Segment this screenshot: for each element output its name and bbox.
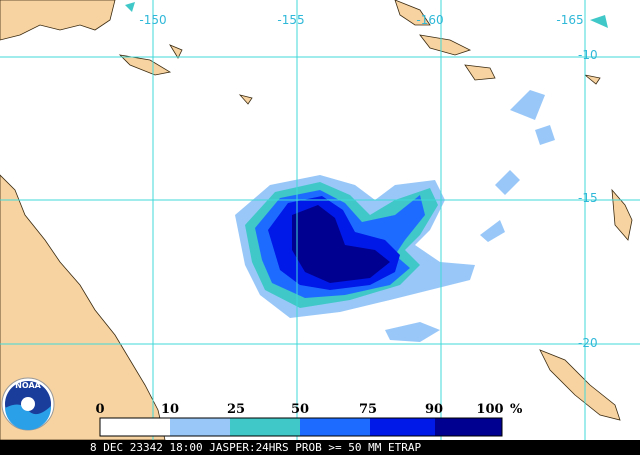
lon-label: -165: [556, 13, 583, 27]
lon-label: -160: [416, 13, 443, 27]
legend-label: 90: [425, 402, 443, 417]
logo-text: NOAA: [15, 381, 41, 390]
lon-label: -155: [277, 13, 304, 27]
legend-label: 0: [95, 402, 104, 417]
lat-label: -20: [578, 336, 598, 350]
legend-unit: %: [510, 402, 523, 417]
legend-label: 100: [476, 402, 503, 417]
noaa-logo: NOAA: [1, 377, 55, 431]
probability-field: [125, 2, 608, 342]
legend-label: 10: [161, 402, 179, 417]
legend-label: 25: [227, 402, 245, 417]
graticule: [0, 0, 640, 440]
footer-text: 8 DEC 23342 18:00 JASPER:24HRS PROB >= 5…: [90, 441, 422, 454]
legend-label: 75: [359, 402, 377, 417]
legend-label: 50: [291, 402, 309, 417]
lat-label: -10: [578, 48, 598, 62]
footer-bar: [0, 440, 640, 455]
lon-label: -150: [139, 13, 166, 27]
lat-label: -15: [578, 191, 598, 205]
legend: 0 10 25 50 75 90 100 %: [95, 402, 523, 437]
